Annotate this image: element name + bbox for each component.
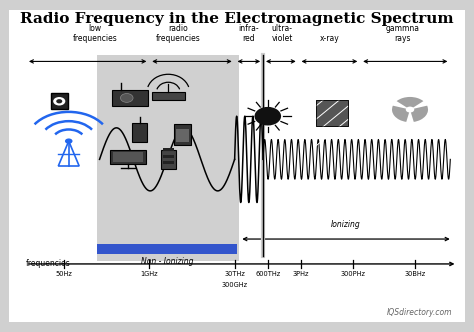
Circle shape (53, 97, 65, 106)
Bar (163, 155, 173, 158)
Wedge shape (397, 97, 423, 110)
Text: 600THz: 600THz (255, 271, 281, 277)
Text: Radio Frequency in the Electromagnetic Spectrum: Radio Frequency in the Electromagnetic S… (20, 12, 454, 26)
Bar (97, 55, 239, 261)
Text: Non - Ionizing: Non - Ionizing (141, 257, 193, 266)
Circle shape (65, 138, 73, 144)
Bar (161, 150, 176, 169)
Bar (132, 123, 147, 142)
Bar (152, 92, 185, 100)
Bar (163, 148, 173, 151)
Text: Ionizing: Ionizing (331, 220, 361, 229)
Bar (316, 100, 348, 126)
Text: 1GHz: 1GHz (140, 271, 158, 277)
Text: IQSdirectory.com: IQSdirectory.com (387, 308, 453, 317)
Text: low
frequencies: low frequencies (73, 24, 117, 43)
Wedge shape (410, 106, 428, 122)
Text: frequencies: frequencies (26, 259, 71, 269)
Text: 300PHz: 300PHz (341, 271, 365, 277)
Text: 50Hz: 50Hz (55, 271, 73, 277)
Text: infra-
red: infra- red (238, 24, 259, 43)
Wedge shape (392, 106, 410, 122)
Text: 30THz: 30THz (224, 271, 245, 277)
Bar (112, 90, 148, 106)
Text: 300GHz: 300GHz (221, 282, 248, 288)
Bar (110, 150, 146, 164)
Bar (176, 129, 189, 142)
Text: x-ray: x-ray (319, 34, 339, 43)
Bar (174, 124, 191, 145)
Bar (163, 161, 173, 164)
Bar (316, 100, 348, 126)
Circle shape (406, 107, 414, 113)
Bar (97, 244, 237, 254)
Text: 3PHz: 3PHz (293, 271, 309, 277)
Text: ultra-
violet: ultra- violet (271, 24, 293, 43)
Bar (51, 93, 68, 109)
Bar (113, 152, 143, 162)
Circle shape (120, 94, 133, 102)
Text: radio
frequencies: radio frequencies (155, 24, 200, 43)
Circle shape (255, 107, 281, 125)
Text: 30BHz: 30BHz (404, 271, 425, 277)
Text: gammna
rays: gammna rays (386, 24, 420, 43)
Circle shape (56, 99, 62, 103)
